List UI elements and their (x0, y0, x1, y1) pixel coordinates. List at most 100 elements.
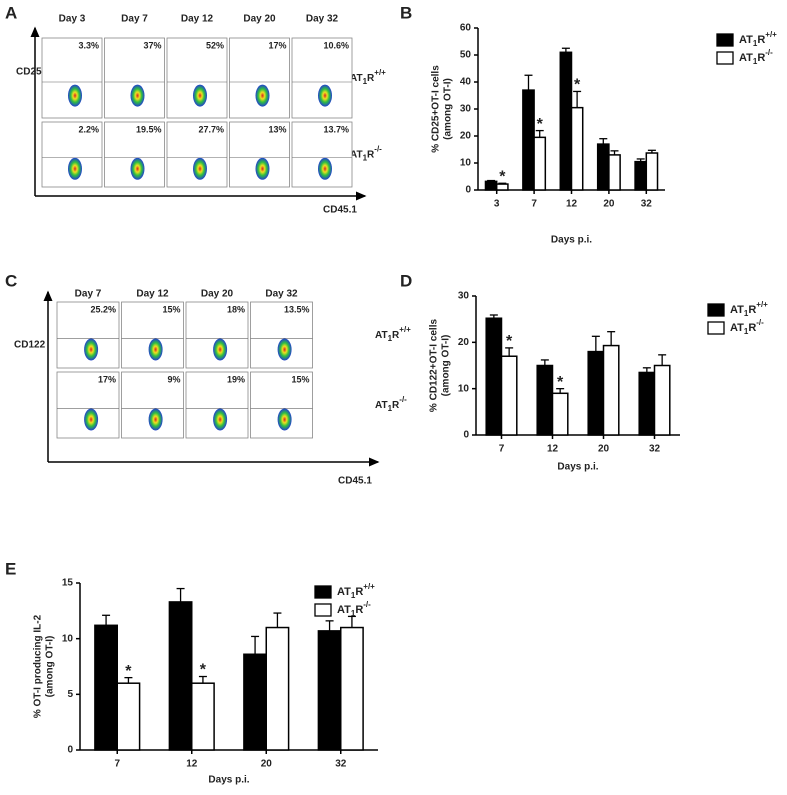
panel-letter: C (5, 271, 17, 290)
bar (191, 682, 215, 751)
legend-label: AT1R-/- (730, 318, 764, 336)
legend-swatch (716, 33, 734, 47)
gate-percent: 13.5% (284, 304, 310, 314)
y-tick-label: 30 (460, 104, 472, 115)
bar (317, 630, 342, 751)
cell-population (213, 408, 228, 431)
x-tick-label: 12 (547, 444, 559, 455)
y-tick-label: 10 (458, 383, 470, 394)
bar (522, 89, 535, 191)
y-tick-label: 15 (62, 578, 74, 589)
y-tick-label: 20 (460, 131, 472, 142)
day-label: Day 3 (59, 14, 86, 25)
y-tick-label: 5 (67, 689, 73, 700)
legend-label: AT1R-/- (337, 600, 371, 618)
y-axis-label: % OT-I producing IL-2 (33, 614, 44, 718)
y-axis-label: (among OT-I) (441, 335, 452, 397)
gate-percent: 19% (227, 374, 245, 384)
y-tick-label: 40 (460, 77, 472, 88)
x-tick-label: 20 (261, 759, 273, 770)
x-axis-label: Days p.i. (557, 462, 598, 473)
cell-population (318, 157, 332, 180)
gate-percent: 15% (162, 304, 180, 314)
legend-label: AT1R+/+ (730, 300, 768, 318)
y-tick-label: 0 (463, 430, 469, 441)
bar (602, 344, 620, 436)
row-label: AT1R-/- (375, 395, 407, 413)
gate-percent: 2.2% (78, 124, 99, 134)
significance-star: * (557, 374, 564, 391)
significance-star: * (574, 77, 581, 94)
day-label: Day 20 (243, 14, 276, 25)
cell-population (277, 408, 292, 431)
bar (559, 51, 573, 191)
legend-label: AT1R+/+ (739, 30, 777, 48)
day-label: Day 20 (201, 289, 234, 300)
y-axis-label: (among OT-I) (45, 636, 56, 698)
x-tick-label: 12 (566, 199, 578, 210)
day-label: Day 7 (121, 14, 148, 25)
gate-percent: 15% (291, 374, 309, 384)
bar (168, 601, 193, 751)
significance-star: * (499, 168, 506, 185)
x-tick-label: 7 (531, 199, 537, 210)
cell-population (193, 157, 207, 180)
x-tick-label: 32 (649, 444, 661, 455)
cell-population (68, 84, 82, 107)
bar (653, 364, 671, 436)
panel-letter: D (400, 271, 412, 290)
y-tick-label: 0 (465, 185, 471, 196)
y-axis-label: (among OT-I) (443, 78, 454, 140)
significance-star: * (537, 116, 544, 133)
x-tick-label: 32 (335, 759, 347, 770)
bar (551, 392, 569, 436)
gate-percent: 18% (227, 304, 245, 314)
bar (645, 152, 659, 191)
bar (570, 106, 584, 191)
legend-swatch (707, 303, 725, 317)
bar (116, 682, 141, 751)
bar (94, 624, 119, 751)
day-label: Day 32 (265, 289, 298, 300)
y-tick-label: 10 (62, 633, 74, 644)
gate-percent: 17% (98, 374, 116, 384)
gate-percent: 25.2% (90, 304, 116, 314)
bar (634, 160, 648, 191)
y-tick-label: 10 (460, 158, 472, 169)
gate-percent: 37% (143, 40, 161, 50)
gate-percent: 9% (167, 374, 180, 384)
bar (587, 350, 605, 436)
significance-star: * (506, 333, 513, 350)
gate-percent: 52% (206, 40, 224, 50)
legend-swatch (314, 585, 332, 599)
row-label: AT1R+/+ (375, 325, 411, 343)
x-axis-label: CD45.1 (323, 205, 357, 216)
gate-percent: 27.7% (198, 124, 224, 134)
cell-population (148, 408, 163, 431)
y-tick-label: 30 (458, 291, 470, 302)
cell-population (68, 157, 82, 180)
x-tick-label: 32 (641, 199, 653, 210)
gate-percent: 19.5% (136, 124, 162, 134)
bar (243, 653, 267, 751)
gate-percent: 13.7% (323, 124, 349, 134)
y-tick-label: 50 (460, 50, 472, 61)
y-tick-label: 60 (460, 23, 472, 34)
day-label: Day 32 (306, 14, 339, 25)
x-tick-label: 7 (499, 444, 505, 455)
cell-population (84, 338, 99, 361)
legend-label: AT1R+/+ (337, 582, 375, 600)
x-axis-label: CD45.1 (338, 476, 372, 487)
cell-population (277, 338, 292, 361)
panel-letter: A (5, 3, 17, 22)
bar (638, 371, 656, 436)
cell-population (130, 84, 145, 107)
bar (340, 626, 364, 751)
cell-population (318, 84, 332, 107)
x-tick-label: 20 (603, 199, 615, 210)
legend-label: AT1R-/- (739, 48, 773, 66)
day-label: Day 12 (136, 289, 169, 300)
x-tick-label: 7 (114, 759, 120, 770)
y-axis-label: % CD122+OT-I cells (429, 319, 440, 413)
